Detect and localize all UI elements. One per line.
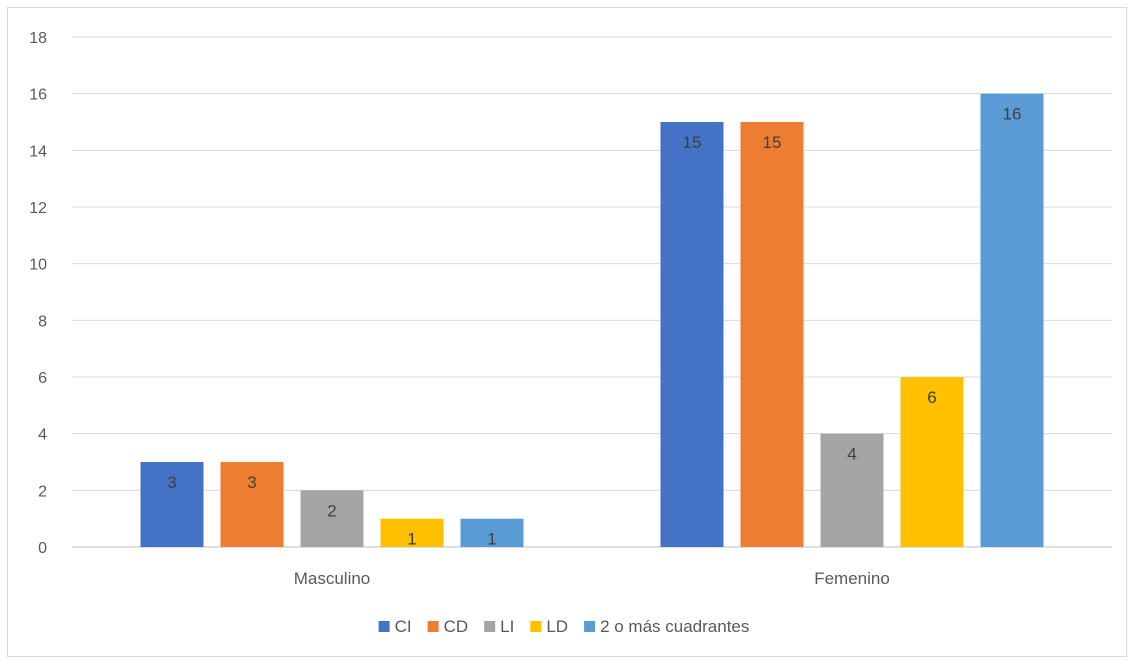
category-labels: Masculino Femenino	[294, 569, 890, 588]
bar-ld-masculino	[380, 518, 444, 547]
data-label: 1	[487, 530, 496, 549]
y-tick-label: 2	[38, 483, 47, 500]
legend-swatch	[530, 621, 542, 632]
legend-label: LD	[546, 617, 568, 636]
legend-swatch	[584, 621, 596, 632]
y-tick-label: 14	[29, 143, 47, 160]
bar-cd-femenino	[740, 122, 804, 547]
bar-li-masculino	[300, 490, 364, 547]
legend-swatch	[378, 621, 390, 632]
y-tick-label: 16	[29, 87, 47, 104]
y-tick-label: 10	[29, 257, 47, 274]
data-label: 16	[1003, 105, 1022, 124]
y-tick-label: 12	[29, 200, 47, 217]
legend-label: CI	[395, 617, 412, 636]
bar-li-femenino	[820, 433, 884, 547]
data-label: 6	[927, 388, 936, 407]
y-tick-label: 0	[38, 540, 47, 557]
data-labels: 3 3 2 1 1 15 15 4 6 16	[167, 105, 1021, 549]
bar-cd-masculino	[220, 462, 284, 547]
y-axis-ticks: 0 2 4 6 8 10 12 14 16 18	[29, 30, 47, 557]
bar-2-o-m-s-cuadrantes-masculino	[460, 518, 524, 547]
bar-ci-femenino	[660, 122, 724, 547]
legend-label: 2 o más cuadrantes	[600, 617, 749, 636]
data-label: 4	[847, 445, 856, 464]
legend-label: CD	[444, 617, 469, 636]
legend: CI CD LI LD 2 o más cuadrantes	[378, 617, 749, 636]
legend-swatch	[484, 621, 496, 632]
chart-frame	[7, 7, 1127, 657]
y-tick-label: 4	[38, 427, 47, 444]
bar-ci-masculino	[140, 462, 204, 547]
y-tick-label: 6	[38, 370, 47, 387]
bars	[140, 93, 1044, 548]
data-label: 15	[683, 133, 702, 152]
data-label: 3	[167, 473, 176, 492]
data-label: 3	[247, 473, 256, 492]
data-label: 15	[763, 133, 782, 152]
data-label: 1	[407, 530, 416, 549]
data-label: 2	[327, 501, 336, 520]
category-label: Femenino	[814, 569, 890, 588]
bar-ld-femenino	[900, 377, 964, 547]
legend-swatch	[427, 621, 439, 632]
legend-label: LI	[500, 617, 514, 636]
bar-2-o-m-s-cuadrantes-femenino	[980, 93, 1044, 548]
y-tick-label: 8	[38, 313, 47, 330]
category-label: Masculino	[294, 569, 371, 588]
y-tick-label: 18	[29, 30, 47, 47]
